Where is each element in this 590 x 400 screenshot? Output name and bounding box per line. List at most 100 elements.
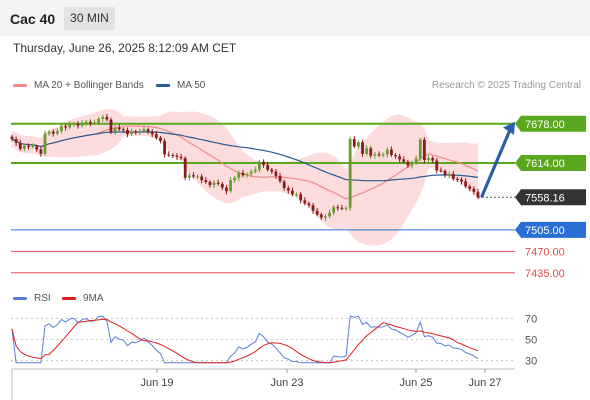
candle [117, 124, 121, 132]
candle-body [389, 149, 393, 156]
candle-body [340, 207, 344, 209]
candle [410, 160, 414, 169]
candle-body [229, 180, 232, 192]
candle-body [216, 182, 220, 184]
candle-body [431, 158, 435, 161]
candle-body [76, 123, 80, 126]
candle [291, 187, 294, 197]
legend-rsi-label: RSI [34, 293, 51, 304]
candle-body [163, 140, 166, 155]
candle [385, 147, 389, 158]
x-tick-label: Jun 23 [270, 377, 303, 389]
candle-body [381, 154, 385, 156]
candle [369, 146, 373, 159]
candle [352, 136, 356, 149]
candle-body [175, 155, 179, 157]
candle [447, 171, 451, 179]
rsi-tick-label: 50 [525, 335, 537, 347]
candle [60, 124, 63, 134]
candle [159, 136, 162, 144]
candle-body [88, 121, 92, 124]
candle-body [142, 129, 146, 132]
candle-body [303, 200, 307, 204]
candle [258, 159, 261, 173]
candle [204, 177, 208, 184]
x-tick-label: Jun 27 [468, 377, 501, 389]
candle-body [154, 134, 158, 138]
candle [418, 137, 422, 162]
candle [154, 131, 158, 140]
rsi-swatch [13, 297, 27, 300]
candle [476, 188, 480, 200]
candle [109, 117, 113, 135]
candle [278, 172, 282, 184]
candle [398, 153, 402, 163]
chart-header: Cac 40 30 MIN [0, 0, 590, 36]
timeframe-button[interactable]: 30 MIN [64, 7, 115, 30]
candle-body [101, 117, 105, 119]
candle [18, 139, 22, 151]
candle-body [468, 186, 472, 189]
candle [472, 186, 476, 195]
candle-body [439, 170, 443, 172]
candle [196, 174, 199, 179]
candle [241, 169, 245, 178]
candle [163, 138, 166, 158]
candle-body [344, 207, 348, 209]
candle [93, 119, 96, 125]
candle-body [192, 175, 195, 177]
legend-9ma: 9MA [62, 293, 104, 304]
candle [344, 205, 348, 211]
candle [212, 180, 216, 189]
candle-body [291, 190, 294, 195]
candle [394, 153, 397, 159]
candle-body [150, 131, 154, 135]
legend-ma50-label: MA 50 [177, 80, 206, 91]
candle [282, 179, 286, 191]
candle-body [121, 129, 125, 131]
candle [468, 184, 472, 192]
legend-9ma-label: 9MA [83, 293, 104, 304]
candle-body [398, 156, 402, 160]
candle-body [369, 148, 373, 156]
candle [324, 213, 327, 221]
candle-body [336, 207, 340, 209]
research-credit: Research © 2025 Trading Central [431, 80, 581, 91]
candle-body [60, 126, 63, 132]
candle [31, 143, 35, 149]
candle-body [373, 154, 377, 156]
candle [68, 121, 72, 130]
candle-body [204, 180, 208, 183]
candle-body [55, 131, 59, 134]
candle-body [220, 183, 224, 188]
candle [357, 140, 360, 149]
candle-body [171, 155, 175, 157]
legend-ma20: MA 20 + Bollinger Bands [13, 80, 144, 91]
candle-body [472, 188, 476, 192]
candle [431, 156, 435, 164]
candle-body [361, 142, 364, 154]
candle [183, 156, 187, 181]
candle [373, 151, 377, 159]
candle-body [138, 131, 142, 133]
candle-body [196, 176, 199, 178]
candle [266, 161, 270, 172]
candle-body [126, 129, 129, 135]
candle-body [27, 145, 30, 147]
level-tag-pivot [515, 221, 586, 238]
candle-body [394, 155, 397, 157]
candle [233, 175, 237, 183]
candle-body [10, 136, 14, 140]
candle [237, 170, 241, 181]
legend-rsi: RSI [13, 293, 51, 304]
candle [187, 172, 191, 181]
candle-body [64, 126, 68, 128]
ma50-line [11, 131, 479, 182]
candle-body [233, 177, 237, 181]
candle-body [72, 123, 76, 125]
candle-body [270, 169, 274, 172]
candle-body [200, 176, 204, 181]
forecast-arrow [480, 128, 512, 198]
instrument-title: Cac 40 [10, 11, 56, 27]
